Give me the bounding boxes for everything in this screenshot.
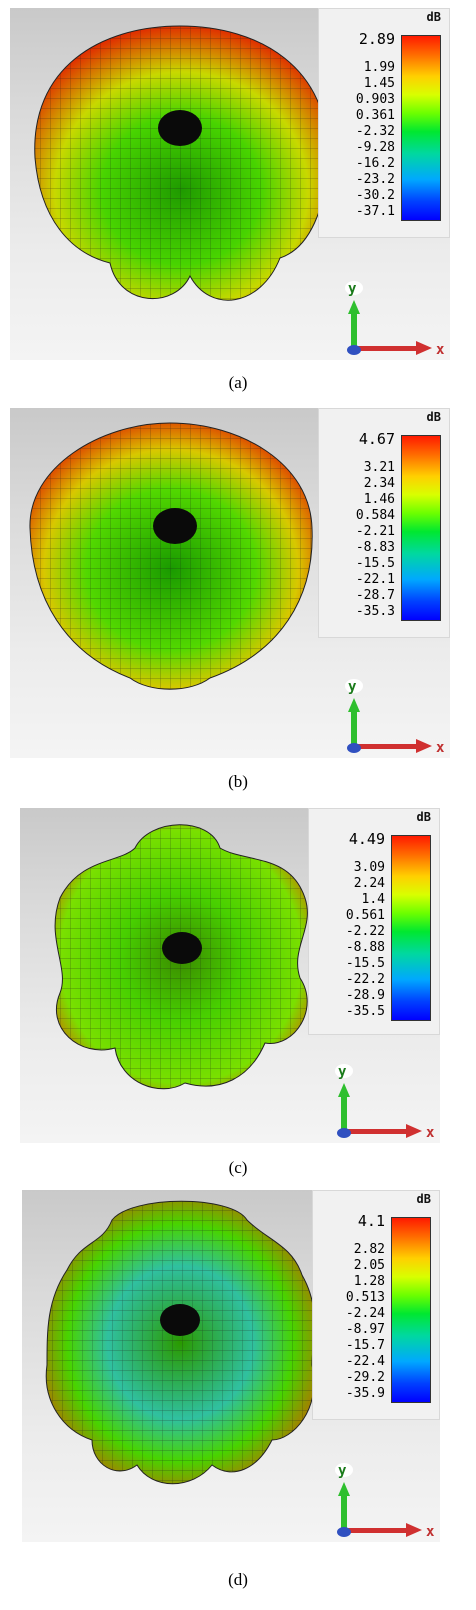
axes-triad-c: y x xyxy=(335,1064,435,1141)
tick-label: -29.2 xyxy=(345,1370,385,1385)
tick-label: 0.361 xyxy=(355,108,395,123)
legend-unit: dB xyxy=(416,810,431,824)
tick-label: -22.4 xyxy=(345,1354,385,1369)
tick-label: -30.2 xyxy=(355,188,395,203)
tick-label: -15.7 xyxy=(345,1338,385,1353)
colorbar xyxy=(401,435,441,621)
tick-label: -15.5 xyxy=(355,556,395,571)
radiation-pattern-b xyxy=(29,422,313,690)
panel-d: dB 4.1 2.82 2.05 1.28 0.513 -2.24 -8.97 … xyxy=(22,1190,440,1542)
tick-label: 4.1 xyxy=(357,1212,385,1230)
colorbar-legend-c: dB 4.49 3.09 2.24 1.4 0.561 -2.22 -8.88 … xyxy=(308,808,440,1035)
radiation-pattern-a xyxy=(34,25,329,301)
tick-label: 2.05 xyxy=(353,1258,385,1273)
tick-label: 0.561 xyxy=(345,908,385,923)
tick-label: 1.46 xyxy=(363,492,395,507)
tick-label: 2.34 xyxy=(363,476,395,491)
tick-label: 1.28 xyxy=(353,1274,385,1289)
caption-b: (b) xyxy=(228,772,248,791)
colorbar-legend-d: dB 4.1 2.82 2.05 1.28 0.513 -2.24 -8.97 … xyxy=(312,1190,440,1420)
tick-label: 2.24 xyxy=(353,876,385,891)
tick-label: -28.9 xyxy=(345,988,385,1003)
tick-label: -16.2 xyxy=(355,156,395,171)
axes-triad-d: y x xyxy=(335,1463,435,1540)
legend-unit: dB xyxy=(426,10,441,24)
tick-label: -35.9 xyxy=(345,1386,385,1401)
tick-label: 1.45 xyxy=(363,76,395,91)
tick-label: -22.1 xyxy=(355,572,395,587)
panel-a: dB 2.89 1.99 1.45 0.903 0.361 -2.32 -9.2… xyxy=(10,8,450,360)
y-axis-label: y xyxy=(348,281,357,297)
tick-label: -2.32 xyxy=(355,124,395,139)
radiation-pattern-d xyxy=(45,1200,315,1485)
tick-label: -2.22 xyxy=(345,924,385,939)
tick-label: 0.584 xyxy=(355,508,395,523)
tick-label: -8.83 xyxy=(355,540,395,555)
radiation-pattern-c xyxy=(54,824,308,1090)
tick-label: -9.28 xyxy=(355,140,395,155)
tick-label: 2.82 xyxy=(353,1242,385,1257)
tick-label: 0.903 xyxy=(355,92,395,107)
caption-c: (c) xyxy=(228,1158,248,1177)
y-axis-label: y xyxy=(338,1064,347,1080)
colorbar xyxy=(401,35,441,221)
tick-label: 2.89 xyxy=(358,30,395,48)
caption-d: (d) xyxy=(228,1570,248,1589)
tick-label: -8.97 xyxy=(345,1322,385,1337)
x-axis-label: x xyxy=(436,740,445,756)
colorbar xyxy=(391,835,431,1021)
tick-label: 1.99 xyxy=(363,60,395,75)
axes-triad-b: y x xyxy=(345,679,445,756)
x-axis-label: x xyxy=(436,342,445,358)
colorbar-legend-b: dB 4.67 3.21 2.34 1.46 0.584 -2.21 -8.83… xyxy=(318,408,450,638)
tick-label: 3.21 xyxy=(363,460,395,475)
tick-label: 4.67 xyxy=(358,430,395,448)
y-axis-label: y xyxy=(338,1463,347,1479)
tick-label: -2.24 xyxy=(345,1306,385,1321)
x-axis-label: x xyxy=(426,1125,435,1141)
colorbar-legend-a: dB 2.89 1.99 1.45 0.903 0.361 -2.32 -9.2… xyxy=(318,8,450,238)
x-axis-label: x xyxy=(426,1524,435,1540)
legend-unit: dB xyxy=(426,410,441,424)
colorbar xyxy=(391,1217,431,1403)
legend-unit: dB xyxy=(416,1192,431,1206)
tick-label: 4.49 xyxy=(348,830,385,848)
tick-label: 1.4 xyxy=(361,892,385,907)
tick-label: -35.3 xyxy=(355,604,395,619)
tick-label: 3.09 xyxy=(353,860,385,875)
tick-label: -37.1 xyxy=(355,204,395,219)
caption-a: (a) xyxy=(228,373,248,392)
tick-label: -28.7 xyxy=(355,588,395,603)
tick-label: -15.5 xyxy=(345,956,385,971)
tick-label: -8.88 xyxy=(345,940,385,955)
tick-label: -22.2 xyxy=(345,972,385,987)
panel-c: dB 4.49 3.09 2.24 1.4 0.561 -2.22 -8.88 … xyxy=(20,808,440,1143)
tick-label: -35.5 xyxy=(345,1004,385,1019)
tick-label: -2.21 xyxy=(355,524,395,539)
tick-label: 0.513 xyxy=(345,1290,385,1305)
axes-triad-a: y x xyxy=(345,281,445,358)
y-axis-label: y xyxy=(348,679,357,695)
panel-b: dB 4.67 3.21 2.34 1.46 0.584 -2.21 -8.83… xyxy=(10,408,450,758)
tick-label: -23.2 xyxy=(355,172,395,187)
